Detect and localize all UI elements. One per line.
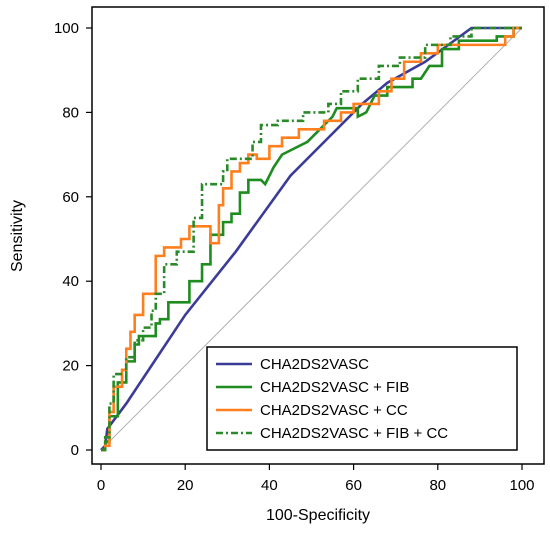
plot-frame [91,6,545,465]
legend-label-1: CHA2DS2VASC [260,356,369,373]
reference-layer [100,27,523,451]
x-axis: 0 20 40 60 80 100 [97,464,535,494]
x-tick-label: 80 [429,477,446,494]
y-tick-label: 100 [54,20,79,37]
legend: CHA2DS2VASC CHA2DS2VASC + FIB CHA2DS2VASC … [206,346,518,451]
series-layer [100,26,522,452]
reference-diagonal-line [100,27,523,451]
y-tick-label: 60 [62,189,79,206]
y-tick-label: 0 [71,442,79,459]
x-tick-label: 100 [509,477,534,494]
x-tick-label: 0 [97,477,105,494]
x-tick-label: 40 [261,477,278,494]
y-axis: 0 20 40 60 80 100 [54,20,92,459]
y-tick-label: 20 [62,358,79,375]
y-tick-label: 80 [62,104,79,121]
series-line-3 [101,26,522,452]
legend-label-4: CHA2DS2VASC + FIB + CC [260,425,448,442]
y-axis-label: Sensitivity [9,200,26,272]
x-tick-label: 60 [345,477,362,494]
legend-box [206,346,518,451]
legend-label-2: CHA2DS2VASC + FIB [260,379,409,396]
x-axis-label: 100-Specificity [266,507,370,524]
x-tick-label: 20 [177,477,194,494]
series-line-4 [101,26,522,452]
legend-label-3: CHA2DS2VASC + CC [260,402,408,419]
y-tick-label: 40 [62,273,79,290]
